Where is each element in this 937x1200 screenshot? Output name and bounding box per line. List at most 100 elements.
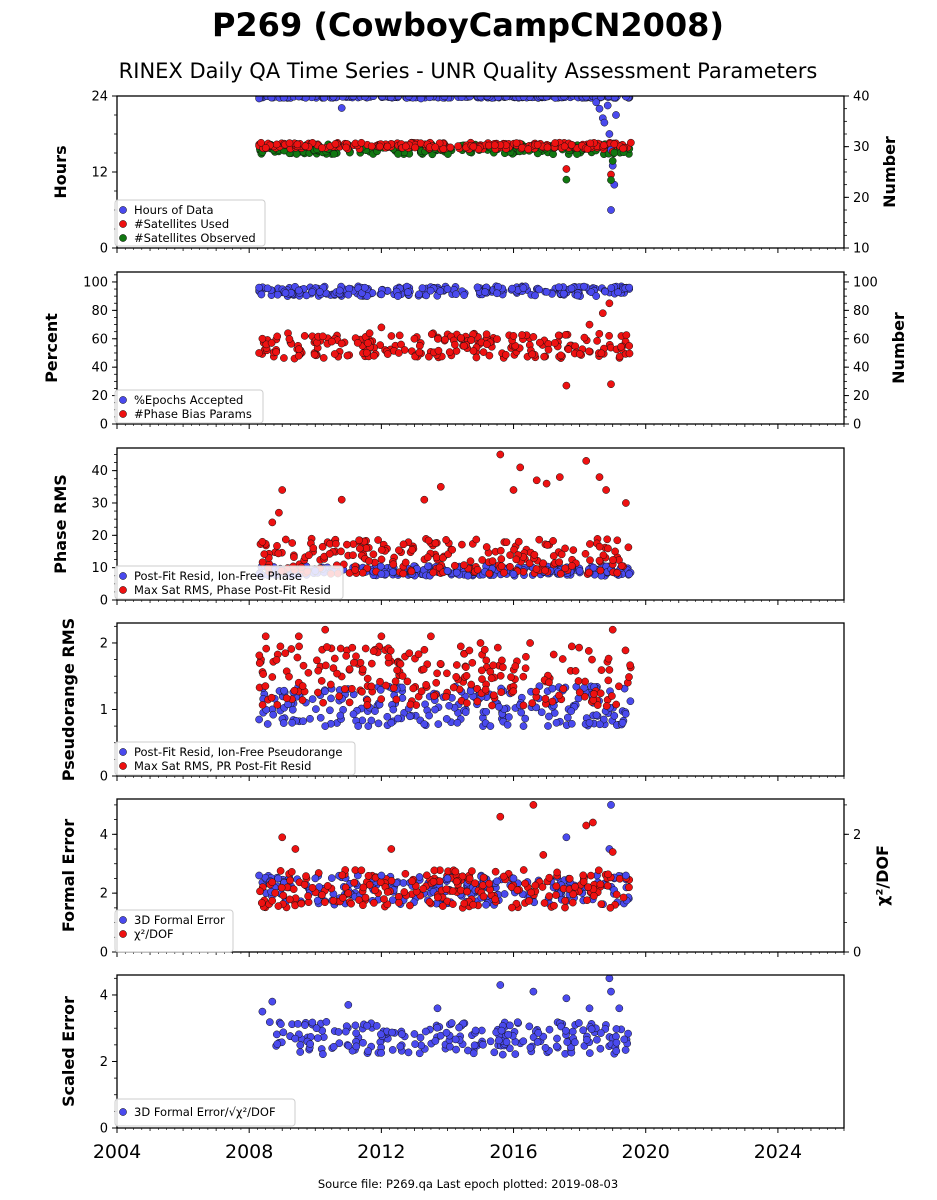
- band-point: [525, 559, 534, 568]
- band-point: [300, 332, 309, 340]
- y-tick-label: 0: [100, 1122, 108, 1137]
- legend-marker: [119, 410, 127, 418]
- band-point: [415, 873, 424, 881]
- band-point: [606, 903, 615, 912]
- band-point: [299, 717, 307, 726]
- band-point: [389, 705, 398, 714]
- band-point: [442, 885, 451, 893]
- y-tick-label: 0: [100, 242, 108, 257]
- band-point: [326, 706, 334, 715]
- band-point: [593, 1035, 601, 1044]
- y-right-axis-label: Number: [880, 136, 899, 208]
- band-point: [504, 1030, 513, 1039]
- band-point: [617, 562, 626, 570]
- y-right-tick-label: 30: [853, 140, 870, 155]
- data-point: [603, 101, 612, 110]
- band-point: [367, 142, 376, 151]
- data-point: [377, 632, 386, 641]
- data-point: [476, 639, 485, 647]
- band-point: [430, 866, 439, 875]
- y-tick-label: 0: [100, 946, 108, 961]
- band-point: [497, 562, 506, 571]
- legend-box: [114, 199, 266, 247]
- band-point: [473, 697, 482, 706]
- band-point: [488, 557, 497, 565]
- data-point: [532, 476, 541, 485]
- band-point: [472, 353, 481, 362]
- band-point: [274, 874, 283, 883]
- band-point: [334, 1028, 343, 1036]
- band-point: [268, 673, 277, 681]
- band-point: [491, 895, 500, 904]
- band-point: [521, 714, 530, 723]
- band-point: [352, 652, 360, 661]
- band-point: [362, 544, 371, 553]
- band-point: [586, 556, 594, 565]
- band-point: [485, 569, 494, 578]
- band-point: [313, 896, 322, 905]
- band-point: [433, 893, 442, 902]
- band-point: [532, 687, 540, 696]
- band-point: [506, 562, 514, 571]
- band-point: [382, 681, 390, 690]
- band-point: [408, 545, 417, 554]
- y-tick-label: 2: [100, 636, 108, 651]
- y-tick-label: 20: [91, 389, 108, 404]
- data-point: [420, 720, 429, 728]
- band-point: [280, 354, 288, 362]
- data-point: [377, 871, 386, 880]
- band-point: [367, 716, 376, 725]
- band-point: [544, 722, 552, 730]
- band-point: [407, 567, 416, 576]
- legend-marker: [119, 762, 127, 770]
- band-point: [550, 901, 558, 910]
- y-axis-label: Percent: [42, 313, 61, 383]
- band-point: [595, 542, 604, 551]
- data-point: [595, 104, 604, 113]
- data-point: [607, 380, 615, 389]
- band-point: [555, 558, 564, 567]
- band-point: [371, 886, 379, 895]
- band-point: [625, 883, 633, 892]
- y-right-tick-label: 0: [853, 418, 861, 433]
- band-point: [473, 283, 482, 292]
- y-axis-label: Phase RMS: [51, 474, 70, 574]
- band-point: [559, 684, 568, 693]
- band-point: [387, 876, 396, 885]
- data-point: [562, 833, 571, 842]
- y-right-axis-label: Number: [889, 312, 908, 384]
- band-point: [512, 139, 521, 147]
- band-point: [603, 535, 612, 544]
- band-point: [506, 551, 514, 559]
- band-point: [507, 673, 515, 681]
- band-point: [479, 348, 488, 356]
- band-point: [489, 661, 498, 670]
- band-point: [265, 1018, 274, 1026]
- band-point: [430, 692, 438, 700]
- legend-marker: [119, 748, 127, 756]
- band-point: [322, 1018, 331, 1026]
- band-point: [398, 672, 407, 680]
- data-point: [278, 833, 287, 842]
- band-point: [400, 888, 409, 896]
- y-tick-label: 30: [91, 496, 108, 511]
- data-point: [327, 337, 336, 346]
- band-point: [510, 545, 518, 554]
- band-point: [508, 903, 516, 912]
- legend-box: [114, 909, 234, 953]
- band-point: [399, 540, 408, 549]
- band-point: [502, 96, 511, 101]
- band-point: [442, 715, 451, 723]
- band-point: [452, 877, 461, 886]
- band-point: [499, 872, 508, 881]
- band-point: [361, 893, 370, 902]
- band-point: [587, 1025, 596, 1034]
- band-point: [487, 674, 496, 683]
- band-point: [529, 333, 538, 341]
- band-point: [393, 666, 401, 674]
- band-point: [595, 329, 604, 338]
- band-point: [458, 872, 467, 881]
- band-point: [608, 692, 616, 700]
- band-point: [544, 345, 553, 354]
